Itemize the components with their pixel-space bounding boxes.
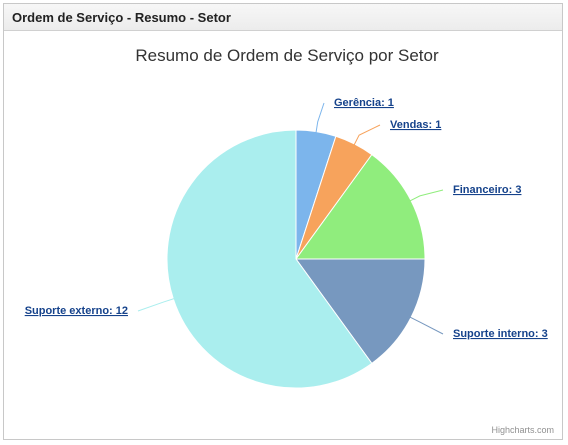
slice-label[interactable]: Vendas: 1	[390, 119, 441, 131]
label-connector	[408, 189, 444, 202]
panel-title: Ordem de Serviço - Resumo - Setor	[12, 9, 231, 25]
label-connector	[137, 297, 176, 312]
credits-link[interactable]: Highcharts.com	[491, 425, 554, 435]
slice-label[interactable]: Financeiro: 3	[453, 184, 521, 196]
label-connectors	[137, 102, 444, 335]
pie-chart: Resumo de Ordem de Serviço por Setor Ger…	[25, 46, 554, 435]
slice-labels: Gerência: 1 Vendas: 1 Financeiro: 3 Suporte…	[25, 97, 548, 340]
slice-label[interactable]: Gerência: 1	[334, 97, 394, 109]
slice-label[interactable]: Suporte interno: 3	[453, 328, 548, 340]
chart-title: Resumo de Ordem de Serviço por Setor	[135, 46, 439, 65]
pie-slices	[166, 129, 426, 389]
chart-panel: Ordem de Serviço - Resumo - Setor Resumo…	[3, 3, 563, 440]
panel-header: Ordem de Serviço - Resumo - Setor	[4, 4, 562, 31]
chart-area: Resumo de Ordem de Serviço por Setor Ger…	[4, 31, 562, 439]
slice-label[interactable]: Suporte externo: 12	[25, 305, 128, 317]
label-connector	[315, 102, 325, 134]
label-connector	[353, 124, 381, 147]
label-connector	[408, 316, 444, 335]
